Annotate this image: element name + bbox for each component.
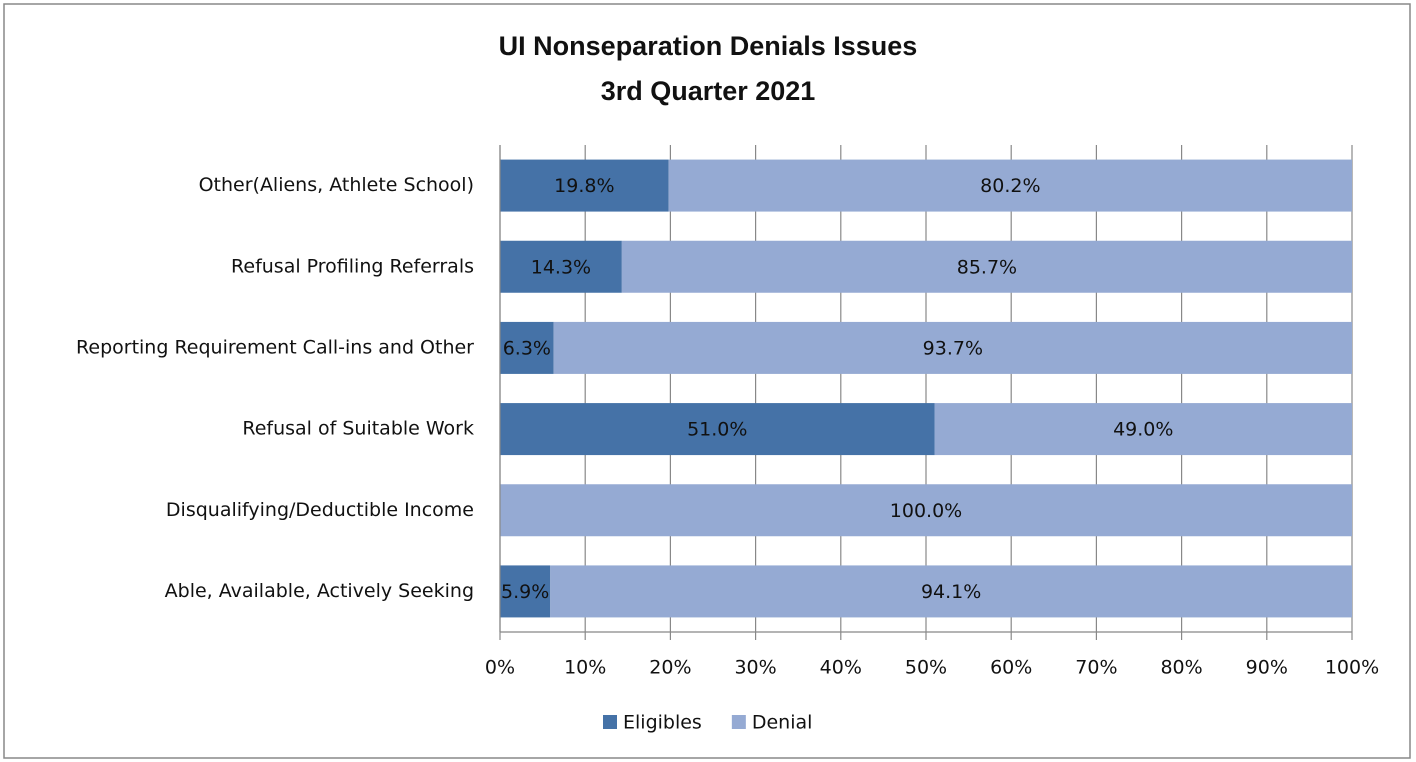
x-tick-label: 70% [1075,657,1117,679]
y-tick-label: Reporting Requirement Call-ins and Other [76,336,474,358]
x-tick-label: 30% [734,657,776,679]
x-tick-label: 60% [990,657,1032,679]
data-label: 5.9% [501,581,549,603]
bar-segment [668,159,1352,212]
chart-title: UI Nonseparation Denials Issues [499,31,918,61]
legend-label: Denial [752,712,813,734]
x-tick-label: 100% [1325,657,1379,679]
bar-segment [500,484,1352,537]
data-label: 6.3% [503,337,551,359]
bar-segment [500,240,622,293]
y-tick-label: Other(Aliens, Athlete School) [199,174,474,196]
data-label: 85.7% [957,256,1017,278]
bar-segment [553,321,1352,374]
x-tick-label: 50% [905,657,947,679]
data-label: 80.2% [980,175,1040,197]
bar-segment [934,403,1352,456]
x-tick-label: 10% [564,657,606,679]
x-tick-label: 40% [820,657,862,679]
chart-subtitle: 3rd Quarter 2021 [601,76,816,106]
legend-swatch [603,715,617,729]
bar-segment [500,321,554,374]
data-label: 100.0% [890,500,962,522]
legend-swatch [731,715,746,729]
bar-segment [621,240,1352,293]
data-label: 14.3% [531,256,591,278]
x-tick-label: 90% [1246,657,1288,679]
data-label: 94.1% [921,581,981,603]
y-tick-label: Able, Available, Actively Seeking [165,580,474,602]
x-tick-label: 20% [649,657,691,679]
y-tick-label: Refusal Profiling Referrals [231,255,474,277]
x-tick-label: 0% [485,657,515,679]
y-tick-label: Disqualifying/Deductible Income [166,499,474,521]
bar-segment [500,565,551,618]
y-tick-label: Refusal of Suitable Work [242,418,474,440]
bar-segment [500,403,935,456]
data-label: 51.0% [687,419,747,441]
data-label: 93.7% [923,337,983,359]
x-tick-label: 80% [1160,657,1202,679]
chart-frame [3,3,1411,759]
bar-segment [500,159,669,212]
data-label: 19.8% [554,175,614,197]
legend-label: Eligibles [623,712,702,734]
bar-segment [550,565,1352,618]
data-label: 49.0% [1113,419,1173,441]
